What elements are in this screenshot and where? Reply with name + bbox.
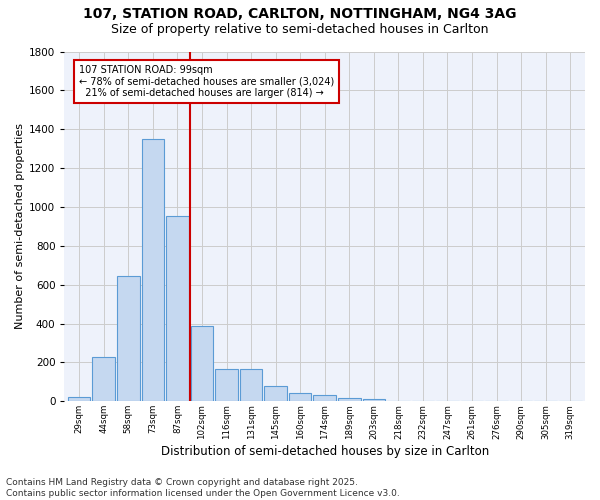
X-axis label: Distribution of semi-detached houses by size in Carlton: Distribution of semi-detached houses by …	[161, 444, 489, 458]
Bar	[92, 356, 115, 402]
Bar	[191, 326, 213, 402]
Bar	[142, 139, 164, 402]
Bar	[117, 276, 140, 402]
Bar	[313, 396, 336, 402]
Bar	[265, 386, 287, 402]
Bar	[338, 398, 361, 402]
Text: 107, STATION ROAD, CARLTON, NOTTINGHAM, NG4 3AG: 107, STATION ROAD, CARLTON, NOTTINGHAM, …	[83, 8, 517, 22]
Bar	[166, 216, 188, 402]
Bar	[289, 392, 311, 402]
Bar	[362, 400, 385, 402]
Y-axis label: Number of semi-detached properties: Number of semi-detached properties	[15, 124, 25, 330]
Text: Size of property relative to semi-detached houses in Carlton: Size of property relative to semi-detach…	[111, 22, 489, 36]
Bar	[240, 369, 262, 402]
Text: Contains HM Land Registry data © Crown copyright and database right 2025.
Contai: Contains HM Land Registry data © Crown c…	[6, 478, 400, 498]
Bar	[215, 369, 238, 402]
Bar	[68, 398, 91, 402]
Text: 107 STATION ROAD: 99sqm
← 78% of semi-detached houses are smaller (3,024)
  21% : 107 STATION ROAD: 99sqm ← 78% of semi-de…	[79, 65, 334, 98]
